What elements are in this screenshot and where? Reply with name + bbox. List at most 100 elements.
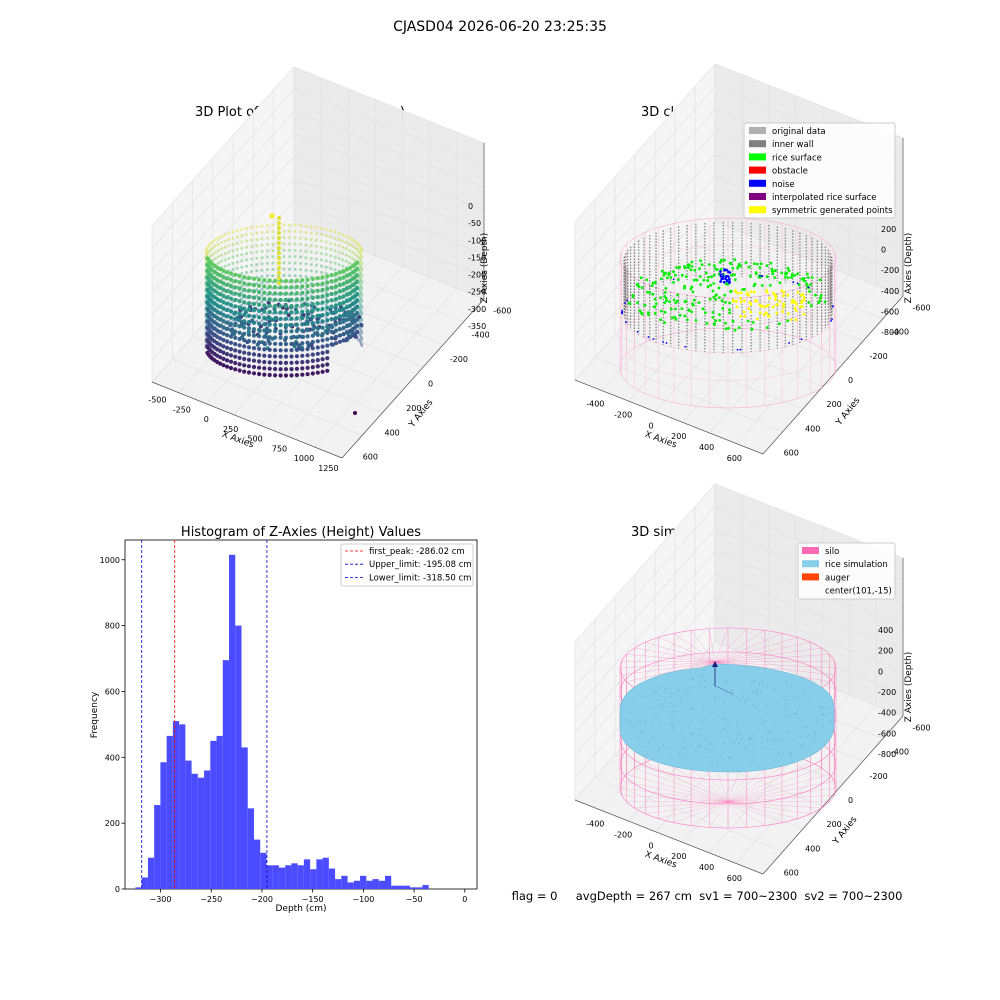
data-point xyxy=(315,276,320,281)
data-point xyxy=(341,332,346,337)
silo-floor-line xyxy=(727,801,811,814)
x-ticks: −300 −250 −200 −150 −100 −50 0 xyxy=(150,889,467,904)
data-point xyxy=(305,365,310,370)
data-point xyxy=(237,311,242,316)
noise-point xyxy=(652,338,655,340)
data-point xyxy=(228,328,234,333)
noise-point xyxy=(739,348,742,351)
z-tick-label: -150 xyxy=(468,253,486,262)
data-point xyxy=(262,290,267,295)
data-point xyxy=(240,227,244,231)
noise-point xyxy=(684,345,687,348)
y-tick-label: -600 xyxy=(912,723,930,732)
rice-surface-point xyxy=(819,293,823,297)
data-point xyxy=(315,288,320,293)
histogram-bar xyxy=(166,735,173,889)
data-point xyxy=(337,270,342,275)
noise-point xyxy=(800,338,803,341)
data-point xyxy=(220,247,224,251)
rice-surface-point xyxy=(770,270,774,273)
data-point xyxy=(337,276,342,281)
data-point xyxy=(225,314,230,319)
rice-surface-point xyxy=(638,309,642,313)
rice-surface-point xyxy=(698,275,702,278)
data-point xyxy=(255,313,259,317)
data-point xyxy=(337,327,342,332)
data-point xyxy=(267,322,272,327)
symmetric-point xyxy=(749,290,753,294)
z-tick-label: -600 xyxy=(881,307,899,316)
grid-line xyxy=(206,244,349,404)
data-point xyxy=(325,312,330,317)
data-point xyxy=(267,347,272,352)
rice-mesh-point xyxy=(631,724,633,726)
data-point xyxy=(242,350,247,355)
histogram-bar xyxy=(179,724,186,889)
outlier-point xyxy=(353,411,357,415)
symmetric-point xyxy=(739,300,743,304)
data-point xyxy=(265,224,269,228)
data-point xyxy=(348,328,353,333)
x-tick-label: −100 xyxy=(352,895,374,904)
rice-mesh-point xyxy=(716,738,718,740)
data-point xyxy=(233,272,238,277)
noise-point xyxy=(792,281,795,283)
rice-mesh-point xyxy=(672,727,674,730)
histogram-bar xyxy=(397,885,404,889)
rice-surface-point xyxy=(733,258,737,261)
rice-mesh-point xyxy=(643,696,645,698)
data-point xyxy=(289,285,294,290)
data-point xyxy=(283,360,289,365)
rice-surface-point xyxy=(733,273,736,277)
data-point xyxy=(255,231,259,235)
rice-mesh-point xyxy=(782,753,784,755)
legend-swatch xyxy=(749,193,766,200)
data-point xyxy=(260,256,264,260)
rice-mesh-point xyxy=(756,728,759,730)
histogram-bar xyxy=(197,777,205,889)
rice-mesh-point xyxy=(683,747,686,749)
rice-mesh-point xyxy=(741,737,743,740)
silo-roof-line xyxy=(714,647,822,663)
data-point xyxy=(299,261,303,265)
y-tick-label: 200 xyxy=(105,819,120,828)
symmetric-point xyxy=(756,317,759,321)
legend-box xyxy=(743,122,896,219)
data-point xyxy=(240,303,244,307)
data-point xyxy=(233,367,238,372)
data-point xyxy=(341,338,346,343)
data-point xyxy=(205,306,210,311)
rice-surface-point xyxy=(719,267,723,271)
data-point xyxy=(271,261,275,265)
rice-surface-point xyxy=(645,278,649,282)
x-tick-label: 400 xyxy=(699,443,714,452)
data-point xyxy=(271,249,275,252)
data-point xyxy=(337,314,342,319)
x-tick-label: -400 xyxy=(586,819,604,828)
rice-mesh-point xyxy=(778,751,780,753)
rice-surface-point xyxy=(712,322,716,326)
x-tick-label: -200 xyxy=(614,830,632,839)
data-point xyxy=(305,372,310,377)
rice-mesh-point xyxy=(728,757,730,759)
rice-mesh-point xyxy=(666,748,668,750)
data-point xyxy=(278,329,283,334)
rice-mesh-point xyxy=(777,753,779,755)
data-point xyxy=(233,291,238,296)
data-point xyxy=(310,358,315,363)
data-point xyxy=(283,367,289,372)
data-point xyxy=(289,297,294,302)
data-point xyxy=(282,236,286,240)
rice-mesh-point xyxy=(672,725,674,728)
y-tick-label: 400 xyxy=(805,425,820,434)
rice-mesh-point xyxy=(656,699,658,701)
rice-mesh-point xyxy=(772,756,774,759)
rice-surface-point xyxy=(759,262,763,266)
rice-mesh-point xyxy=(752,691,754,693)
rice-surface-point xyxy=(628,302,632,306)
data-point xyxy=(348,284,353,289)
noise-point xyxy=(662,341,664,343)
data-point xyxy=(289,367,294,372)
rice-surface-point xyxy=(750,327,754,331)
